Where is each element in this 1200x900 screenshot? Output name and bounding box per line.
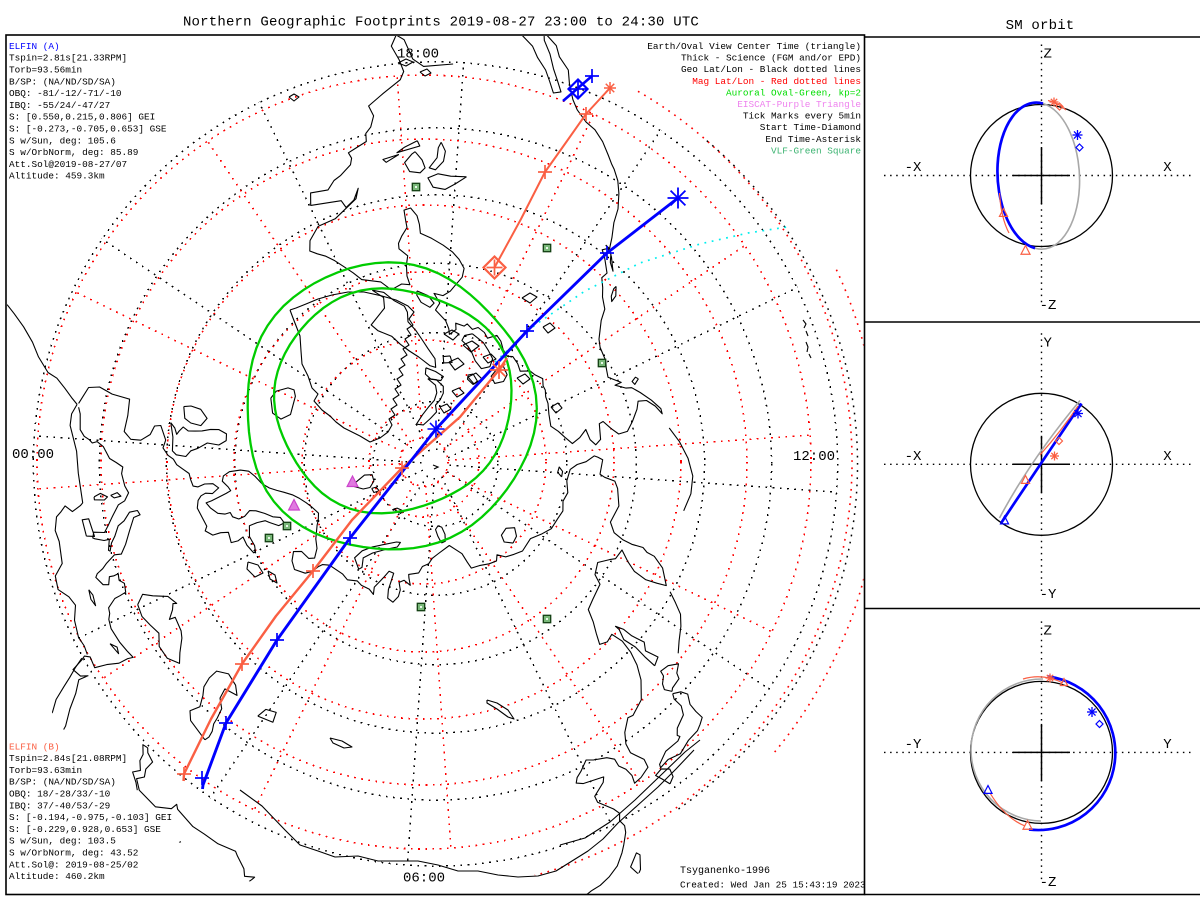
svg-text:-Z: -Z (1040, 875, 1057, 891)
svg-text:S: [-0.229,0.928,0.653] GSE: S: [-0.229,0.928,0.653] GSE (9, 824, 161, 835)
svg-text:Auroral Oval-Green, kp=2: Auroral Oval-Green, kp=2 (726, 87, 861, 98)
svg-text:VLF-Green Square: VLF-Green Square (771, 145, 861, 156)
svg-text:S w/Sun, deg: 105.6: S w/Sun, deg: 105.6 (9, 135, 116, 146)
svg-text:S: [0.550,0.215,0.806] GEI: S: [0.550,0.215,0.806] GEI (9, 112, 155, 123)
svg-text:Northern Geographic Footprints: Northern Geographic Footprints 2019-08-2… (183, 15, 699, 31)
svg-text:X: X (1163, 160, 1172, 176)
svg-text:OBQ: -81/-12/-71/-10: OBQ: -81/-12/-71/-10 (9, 88, 122, 99)
svg-text:Tsyganenko-1996: Tsyganenko-1996 (680, 865, 770, 877)
svg-text:OBQ: 18/-28/33/-10: OBQ: 18/-28/33/-10 (9, 789, 111, 800)
svg-text:Z: Z (1044, 47, 1052, 63)
svg-text:B/SP: (NA/ND/SD/SA): B/SP: (NA/ND/SD/SA) (9, 777, 116, 788)
svg-text:End Time-Asterisk: End Time-Asterisk (765, 134, 861, 145)
svg-text:12:00: 12:00 (793, 449, 835, 465)
svg-text:06:00: 06:00 (403, 871, 445, 887)
svg-text:S w/OrbNorm, deg: 43.52: S w/OrbNorm, deg: 43.52 (9, 848, 138, 859)
svg-text:Altitude: 460.2km: Altitude: 460.2km (9, 871, 105, 882)
svg-text:-X: -X (905, 160, 922, 176)
svg-text:IBQ: 37/-40/53/-29: IBQ: 37/-40/53/-29 (9, 800, 110, 811)
svg-text:Torb=93.63min: Torb=93.63min (9, 765, 82, 776)
svg-text:Y: Y (1163, 737, 1172, 753)
svg-text:S: [-0.194,-0.975,-0.103] GEI: S: [-0.194,-0.975,-0.103] GEI (9, 812, 172, 823)
svg-text:00:00: 00:00 (12, 447, 54, 463)
svg-text:Start Time-Diamond: Start Time-Diamond (760, 122, 861, 133)
svg-text:Z: Z (1044, 623, 1052, 639)
svg-text:EISCAT-Purple Triangle: EISCAT-Purple Triangle (737, 99, 861, 110)
svg-text:X: X (1163, 449, 1172, 465)
svg-text:Altitude: 459.3km: Altitude: 459.3km (9, 171, 105, 182)
svg-text:Geo Lat/Lon - Black dotted lin: Geo Lat/Lon - Black dotted lines (681, 64, 861, 75)
svg-text:Earth/Oval View Center Time (t: Earth/Oval View Center Time (triangle) (647, 41, 861, 52)
svg-text:Att.Sol@2019-08-27/07: Att.Sol@2019-08-27/07 (9, 159, 127, 170)
svg-text:Thick - Science (FGM and/or EP: Thick - Science (FGM and/or EPD) (681, 53, 861, 64)
svg-text:-X: -X (905, 449, 922, 465)
svg-text:S: [-0.273,-0.705,0.653] GSE: S: [-0.273,-0.705,0.653] GSE (9, 124, 167, 135)
svg-text:Tick Marks every 5min: Tick Marks every 5min (743, 111, 861, 122)
svg-text:-Y: -Y (905, 737, 922, 753)
svg-text:ELFIN (B): ELFIN (B) (9, 741, 60, 752)
svg-text:SM orbit: SM orbit (1006, 18, 1075, 34)
svg-text:S w/OrbNorm, deg: 85.89: S w/OrbNorm, deg: 85.89 (9, 147, 138, 158)
svg-text:-Y: -Y (1040, 587, 1057, 603)
svg-text:ELFIN (A): ELFIN (A) (9, 41, 60, 52)
svg-text:Mag Lat/Lon - Red dotted lines: Mag Lat/Lon - Red dotted lines (692, 76, 861, 87)
svg-text:Att.Sol@: 2019-08-25/02: Att.Sol@: 2019-08-25/02 (9, 859, 138, 870)
svg-text:Created: Wed Jan 25 15:43:19 2: Created: Wed Jan 25 15:43:19 2023 (680, 880, 866, 891)
svg-text:Torb=93.56min: Torb=93.56min (9, 65, 82, 76)
svg-text:IBQ: -55/24/-47/27: IBQ: -55/24/-47/27 (9, 100, 110, 111)
svg-text:-Z: -Z (1040, 298, 1057, 314)
svg-text:18:00: 18:00 (397, 46, 439, 62)
svg-text:S w/Sun, deg: 103.5: S w/Sun, deg: 103.5 (9, 836, 116, 847)
svg-text:Tspin=2.84s[21.08RPM]: Tspin=2.84s[21.08RPM] (9, 753, 127, 764)
svg-text:B/SP: (NA/ND/SD/SA): B/SP: (NA/ND/SD/SA) (9, 76, 116, 87)
svg-text:Tspin=2.81s[21.33RPM]: Tspin=2.81s[21.33RPM] (9, 53, 127, 64)
svg-text:Y: Y (1044, 335, 1053, 351)
